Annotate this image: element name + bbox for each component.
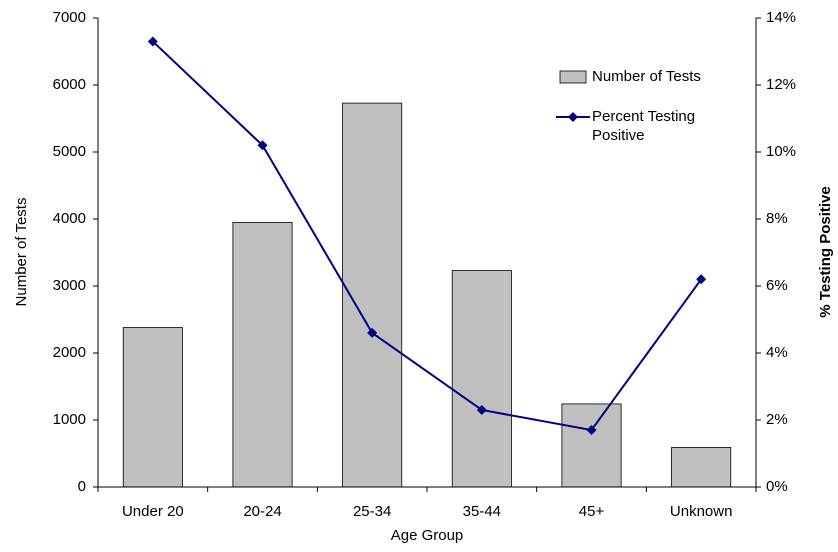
bar	[232, 221, 293, 488]
y-axis-label: Number of Tests	[13, 198, 30, 307]
marker	[257, 140, 268, 151]
legend-label: Number of Tests	[592, 68, 701, 85]
y2-axis-label: % Testing Positive	[817, 186, 834, 317]
y-tick-label: 0	[78, 478, 86, 495]
y-tick-label: 6000	[53, 76, 86, 93]
y2-tick-label: 12%	[766, 76, 796, 93]
legend-marker	[568, 112, 578, 122]
y-tick-label: 7000	[53, 9, 86, 26]
bar	[122, 327, 183, 488]
x-tick-label: Under 20	[122, 503, 184, 520]
y-tick-label: 1000	[53, 411, 86, 428]
marker	[367, 327, 378, 338]
y-tick-label: 4000	[53, 210, 86, 227]
y-tick-label: 2000	[53, 344, 86, 361]
legend-label: Percent Testing Positive	[592, 108, 696, 144]
y2-tick-label: 8%	[766, 210, 788, 227]
bar	[451, 270, 512, 488]
y-tick-label: 3000	[53, 277, 86, 294]
x-tick-label: 25-34	[353, 503, 391, 520]
marker	[696, 274, 707, 285]
y2-tick-label: 0%	[766, 478, 788, 495]
bar	[671, 447, 732, 488]
x-tick-label: Unknown	[670, 503, 733, 520]
marker	[586, 425, 597, 436]
marker	[476, 404, 487, 415]
y2-tick-label: 10%	[766, 143, 796, 160]
legend-swatch	[559, 70, 587, 84]
x-tick-label: 45+	[579, 503, 605, 520]
marker	[147, 36, 158, 47]
x-tick-label: 35-44	[463, 503, 501, 520]
bar	[342, 102, 403, 488]
x-axis-label: Age Group	[391, 527, 464, 544]
x-tick-label: 20-24	[243, 503, 281, 520]
bar	[561, 403, 622, 488]
y-tick-label: 5000	[53, 143, 86, 160]
line	[152, 40, 702, 432]
y2-tick-label: 4%	[766, 344, 788, 361]
y2-tick-label: 6%	[766, 277, 788, 294]
y2-tick-label: 14%	[766, 9, 796, 26]
y2-tick-label: 2%	[766, 411, 788, 428]
